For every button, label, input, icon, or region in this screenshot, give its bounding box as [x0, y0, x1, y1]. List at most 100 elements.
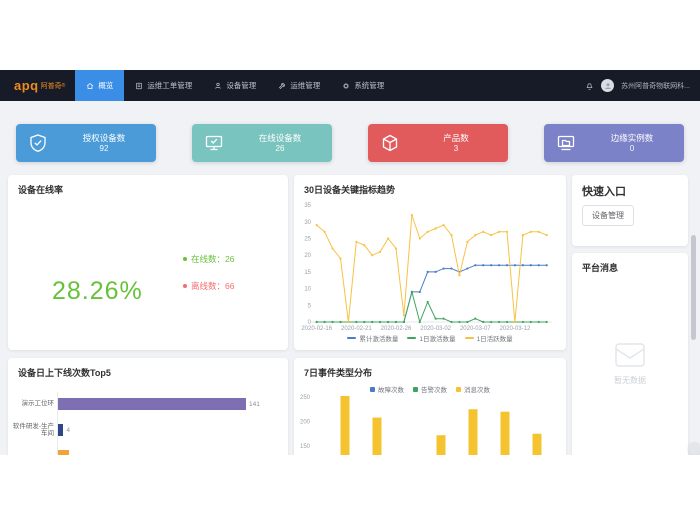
offline-dot — [183, 284, 187, 288]
svg-text:250: 250 — [300, 395, 311, 401]
card-online-devices[interactable]: 在线设备数 26 — [192, 124, 332, 162]
legend-item[interactable]: 1日激活数量 — [407, 333, 456, 343]
online-dot — [183, 257, 187, 261]
svg-text:2020-02-16: 2020-02-16 — [301, 326, 332, 331]
top5-axis-line — [57, 392, 58, 455]
trend-line-chart[interactable]: 0 5 10 15 20 25 30 35 2020-02-16 2020-02-21 2020-0… — [294, 175, 566, 331]
legend-item[interactable]: 故障次数 — [370, 384, 404, 394]
events-legend: 故障次数 告警次数 消息次数 — [294, 384, 566, 394]
panel-title: 设备日上下线次数Top5 — [18, 368, 111, 378]
card-label: 授权设备数 — [82, 132, 126, 143]
panel-quick-entry: 快速入口 设备管理 — [572, 175, 688, 246]
stat-cards-row: 授权设备数 92 在线设备数 26 产品数 3 — [16, 124, 684, 162]
work-order-icon — [136, 82, 143, 89]
legend-item[interactable]: 1日活跃数量 — [464, 333, 513, 343]
main-nav: 概览 运维工单管理 设备管理 运维管理 系统管理 — [75, 70, 395, 101]
card-authorized-devices[interactable]: 授权设备数 92 — [16, 124, 156, 162]
card-edge-instances[interactable]: 边缘实例数 0 — [544, 124, 684, 162]
card-label: 在线设备数 — [258, 132, 302, 143]
empty-state-text: 暂无数据 — [614, 376, 646, 385]
bar[interactable] — [58, 424, 64, 436]
panel-platform-messages: 平台消息 暂无数据 — [572, 253, 688, 455]
gear-icon — [343, 82, 350, 89]
logo-brand-cn: 阿普奇 — [40, 82, 62, 90]
top5-bar-row[interactable] — [8, 448, 278, 455]
legend-square-marker — [456, 386, 461, 392]
nav-label: 运维工单管理 — [147, 81, 193, 90]
online-value: 26 — [225, 254, 235, 264]
scrollbar-thumb[interactable] — [691, 235, 696, 340]
panel-title: 设备在线率 — [18, 185, 64, 195]
events-bar-chart[interactable]: 150 200 250 — [294, 358, 566, 455]
logo-brand: apq — [14, 78, 39, 93]
panel-30day-trend-chart: 0 5 10 15 20 25 30 35 2020-02-16 2020-02-21 2020-0… — [294, 175, 566, 350]
svg-text:15: 15 — [304, 270, 311, 276]
user-icon — [215, 82, 222, 89]
legend-item[interactable]: 消息次数 — [456, 384, 490, 394]
bar-label: 软件研发-生产车间 — [12, 422, 54, 437]
empty-state: 暂无数据 — [572, 341, 688, 386]
nav-item-system[interactable]: 系统管理 — [331, 70, 395, 101]
svg-text:35: 35 — [304, 203, 311, 209]
bar[interactable] — [58, 398, 246, 410]
nav-item-devices[interactable]: 设备管理 — [203, 70, 267, 101]
panel-title: 30日设备关键指标趋势 — [304, 185, 396, 195]
legend-line-marker — [347, 337, 357, 339]
svg-text:200: 200 — [300, 420, 311, 426]
shield-check-icon — [16, 133, 60, 153]
legend-square-marker — [413, 386, 418, 392]
bar[interactable] — [58, 450, 69, 455]
panel-event-distribution-chart: 150 200 250 7日事件类型分布 故障次数 告警次数 消息次数 — [294, 358, 566, 455]
online-label: 在线数： — [191, 254, 226, 264]
svg-text:10: 10 — [304, 287, 311, 293]
trend-legend: 累计激活数量 1日激活数量 1日活跃数量 — [294, 333, 566, 343]
card-products[interactable]: 产品数 3 — [368, 124, 508, 162]
top5-bar-row[interactable]: 演示工位环 141 — [8, 396, 278, 412]
panel-top5-bar-chart: 设备日上下线次数Top5 演示工位环 141 软件研发-生产车间 4 — [8, 358, 288, 455]
nav-label: 运维管理 — [290, 81, 321, 90]
bar-label: 演示工位环 — [21, 400, 55, 408]
svg-text:5: 5 — [308, 303, 312, 309]
dashboard-app: apq 阿普奇 ® 概览 运维工单管理 设备管理 — [0, 70, 700, 455]
nav-item-ops[interactable]: 运维管理 — [267, 70, 331, 101]
online-rate-legend: 在线数： 26 离线数： 66 — [183, 253, 234, 307]
legend-item[interactable]: 告警次数 — [413, 384, 447, 394]
account-name[interactable]: 苏州阿普奇物联网科... — [621, 82, 690, 90]
floating-help-button[interactable] — [688, 442, 700, 455]
legend-line-marker — [464, 337, 474, 339]
logo-registered-mark: ® — [61, 82, 66, 89]
wrench-icon — [279, 82, 286, 89]
svg-text:2020-03-02: 2020-03-02 — [420, 326, 451, 331]
empty-envelope-icon — [615, 343, 645, 367]
logo[interactable]: apq 阿普奇 ® — [0, 70, 75, 101]
avatar-person-icon — [604, 82, 611, 89]
nav-label: 设备管理 — [226, 81, 257, 90]
panel-title: 平台消息 — [582, 263, 619, 273]
legend-line-marker — [407, 337, 417, 339]
svg-text:2020-03-12: 2020-03-12 — [500, 326, 531, 331]
panel-title: 快速入口 — [582, 186, 626, 198]
bar-value: 141 — [249, 400, 260, 408]
online-rate-value: 28.26% — [52, 277, 143, 305]
svg-text:25: 25 — [304, 237, 311, 243]
svg-text:2020-03-07: 2020-03-07 — [460, 326, 491, 331]
header-right: 苏州阿普奇物联网科... — [585, 70, 700, 101]
card-value: 3 — [453, 143, 459, 153]
offline-value: 66 — [225, 281, 235, 291]
svg-text:150: 150 — [300, 444, 311, 450]
top5-bar-row[interactable]: 软件研发-生产车间 4 — [8, 422, 278, 438]
notification-bell-icon[interactable] — [585, 81, 594, 91]
top-nav-bar: apq 阿普奇 ® 概览 运维工单管理 设备管理 — [0, 70, 700, 101]
cube-icon — [368, 133, 412, 153]
bar-value: 4 — [66, 426, 70, 434]
device-management-button[interactable]: 设备管理 — [582, 205, 634, 226]
edge-monitor-icon — [544, 133, 588, 153]
legend-square-marker — [370, 386, 375, 392]
card-value: 26 — [275, 143, 285, 153]
legend-item[interactable]: 累计激活数量 — [347, 333, 398, 343]
nav-item-overview[interactable]: 概览 — [75, 70, 125, 101]
nav-label: 系统管理 — [354, 81, 385, 90]
user-avatar[interactable] — [601, 79, 615, 92]
nav-label: 概览 — [98, 81, 114, 90]
nav-item-work-orders[interactable]: 运维工单管理 — [124, 70, 203, 101]
